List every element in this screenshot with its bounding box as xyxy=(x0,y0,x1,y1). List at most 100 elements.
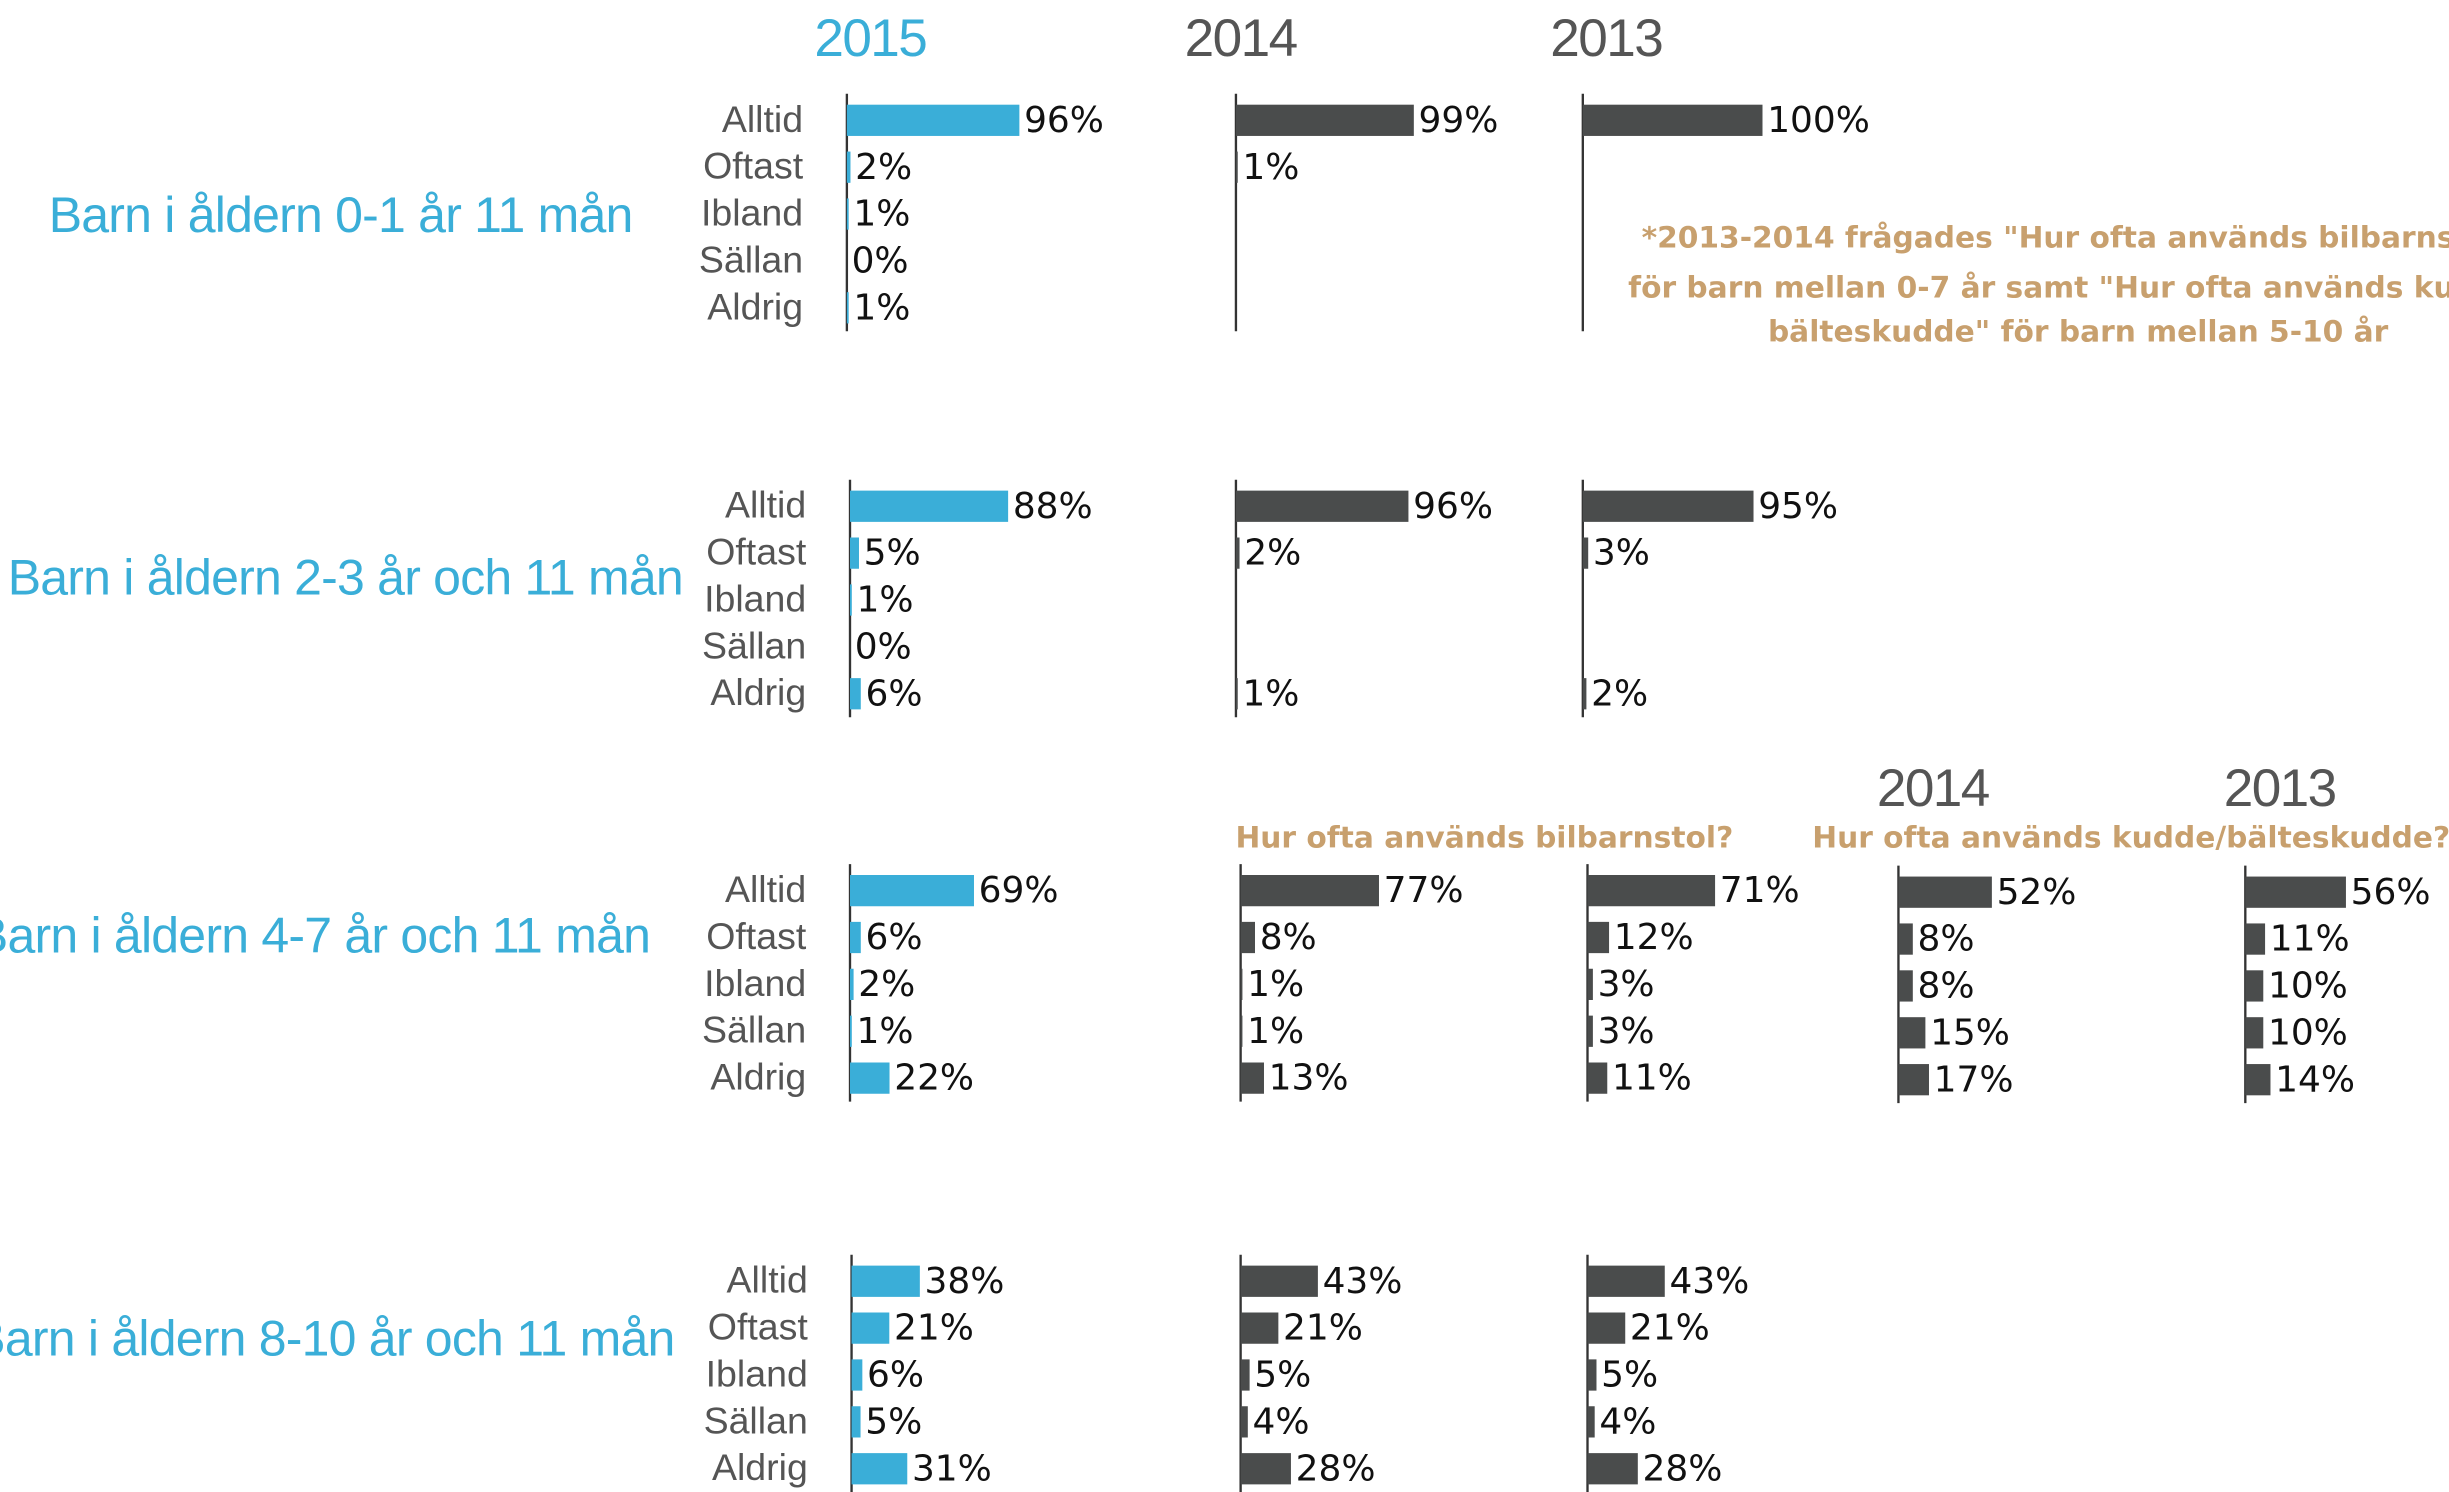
bar xyxy=(850,1062,890,1094)
bar xyxy=(1240,1406,1248,1438)
bar xyxy=(1235,537,1240,569)
value-label: 2% xyxy=(1244,533,1301,574)
bar xyxy=(850,921,861,954)
value-label: 1% xyxy=(1247,1011,1304,1052)
row-title: Barn i åldern 0-1 år 11 mån xyxy=(49,187,633,243)
bar xyxy=(1587,1312,1626,1344)
value-label: 12% xyxy=(1614,917,1694,958)
bar xyxy=(850,537,859,569)
value-label: 88% xyxy=(1013,486,1093,527)
category-label: Ibland xyxy=(704,577,806,619)
value-label: 2% xyxy=(858,964,915,1005)
subtitle: Hur ofta används kudde/bälteskudde? xyxy=(1812,820,2449,855)
column-header: 2013 xyxy=(1550,9,1662,68)
value-label: 8% xyxy=(1260,917,1317,958)
category-label: Aldrig xyxy=(712,1446,808,1488)
category-label: Oftast xyxy=(706,531,807,573)
value-label: 28% xyxy=(1642,1448,1722,1489)
bar xyxy=(846,198,849,230)
value-label: 96% xyxy=(1024,100,1104,141)
note-line: *2013-2014 frågades "Hur ofta används bi… xyxy=(1642,220,2449,255)
bar xyxy=(1240,875,1379,907)
bar xyxy=(851,1406,861,1438)
bar xyxy=(2245,923,2266,955)
value-label: 6% xyxy=(867,1355,924,1396)
bar xyxy=(1898,876,1992,908)
bar xyxy=(1582,678,1587,710)
value-label: 52% xyxy=(1997,872,2077,913)
bar xyxy=(1587,1062,1608,1094)
bar xyxy=(1898,923,1913,955)
bar xyxy=(2245,1064,2271,1096)
value-label: 11% xyxy=(2270,919,2350,960)
value-label: 15% xyxy=(1930,1012,2010,1053)
value-label: 5% xyxy=(1601,1355,1658,1396)
value-label: 96% xyxy=(1413,486,1493,527)
value-label: 21% xyxy=(894,1308,974,1349)
bar xyxy=(1587,1265,1665,1297)
value-label: 1% xyxy=(1242,673,1299,714)
bar xyxy=(1235,151,1238,183)
bar xyxy=(1240,1453,1291,1485)
category-label: Aldrig xyxy=(710,671,806,713)
bar xyxy=(1587,921,1610,954)
bar xyxy=(851,1453,908,1485)
bar xyxy=(1587,875,1716,907)
value-label: 3% xyxy=(1598,1011,1655,1052)
category-label: Sällan xyxy=(699,238,803,280)
value-label: 99% xyxy=(1419,100,1499,141)
category-label: Oftast xyxy=(708,1306,809,1348)
note-line: för barn mellan 0-7 år samt "Hur ofta an… xyxy=(1628,270,2449,305)
value-label: 71% xyxy=(1720,870,1800,911)
value-label: 22% xyxy=(894,1058,974,1099)
value-label: 0% xyxy=(855,626,912,667)
category-label: Alltid xyxy=(722,98,803,140)
bar xyxy=(850,1015,852,1047)
value-label: 3% xyxy=(1598,964,1655,1005)
category-label: Aldrig xyxy=(707,285,803,327)
row-title: Barn i åldern 4-7 år och 11 mån xyxy=(0,907,650,963)
category-label: Ibland xyxy=(701,192,803,234)
value-label: 1% xyxy=(1242,147,1299,188)
column-header: 2014 xyxy=(1185,9,1297,68)
bar xyxy=(1587,1015,1593,1047)
row-title: Barn i åldern 8-10 år och 11 mån xyxy=(0,1310,675,1366)
bar xyxy=(1582,104,1763,136)
bar xyxy=(1587,1453,1638,1485)
value-label: 14% xyxy=(2275,1059,2355,1100)
bar xyxy=(1582,537,1589,569)
bar xyxy=(846,151,851,183)
bar xyxy=(1240,968,1243,1000)
bar xyxy=(850,490,1009,522)
bar xyxy=(1240,1062,1264,1094)
category-label: Ibland xyxy=(704,962,806,1004)
value-label: 3% xyxy=(1593,533,1650,574)
category-label: Aldrig xyxy=(710,1056,806,1098)
bar xyxy=(1240,1265,1318,1297)
value-label: 8% xyxy=(1917,919,1974,960)
category-label: Alltid xyxy=(727,1259,808,1301)
value-label: 13% xyxy=(1269,1058,1349,1099)
category-label: Ibland xyxy=(706,1352,808,1394)
chart-title: 2013 xyxy=(2224,759,2336,818)
bar xyxy=(1587,1406,1595,1438)
value-label: 77% xyxy=(1384,870,1464,911)
category-label: Sällan xyxy=(702,624,806,666)
bar xyxy=(850,875,974,907)
category-label: Oftast xyxy=(703,145,804,187)
bar xyxy=(1240,1312,1279,1344)
value-label: 43% xyxy=(1323,1261,1403,1302)
bar xyxy=(850,678,861,710)
bar xyxy=(2245,970,2264,1002)
value-label: 1% xyxy=(853,287,910,328)
bar xyxy=(850,584,852,616)
bar xyxy=(1587,1359,1597,1391)
bar xyxy=(846,292,849,324)
bar xyxy=(850,968,854,1000)
value-label: 95% xyxy=(1758,486,1838,527)
value-label: 4% xyxy=(1253,1401,1310,1442)
category-label: Alltid xyxy=(725,868,806,910)
bar xyxy=(851,1359,863,1391)
